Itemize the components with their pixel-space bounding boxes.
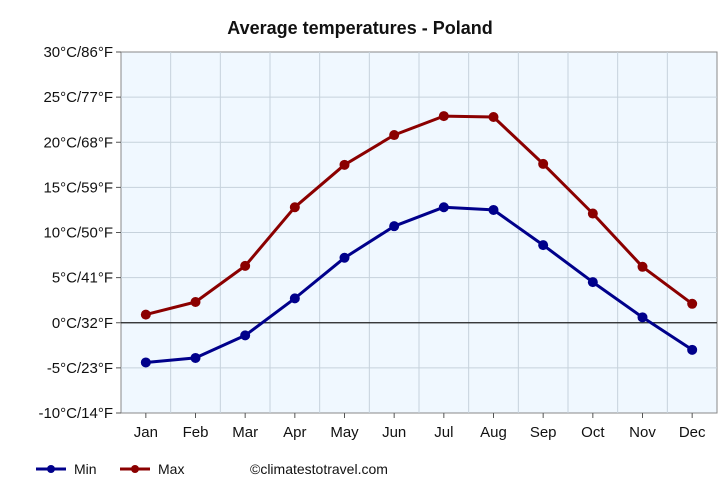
x-tick-label: Apr — [283, 424, 306, 441]
legend-marker-min — [47, 465, 55, 473]
chart-title: Average temperatures - Poland — [227, 18, 492, 38]
y-tick-label: 0°C/32°F — [52, 315, 113, 332]
legend: Min Max ©climatestotravel.com — [36, 461, 388, 477]
point-min-jun — [389, 221, 400, 232]
y-tick-label: 5°C/41°F — [52, 270, 113, 287]
credit-text: ©climatestotravel.com — [250, 461, 388, 477]
x-axis: Jan Feb Mar Apr May Jun Jul Aug Sep Oct Nov Dec — [134, 413, 706, 441]
point-min-mar — [240, 330, 251, 341]
legend-label-max: Max — [158, 461, 184, 477]
legend-label-min: Min — [74, 461, 97, 477]
point-max-aug — [488, 111, 499, 122]
y-tick-label: 10°C/50°F — [43, 225, 113, 242]
x-tick-label: Mar — [232, 424, 258, 441]
point-max-jul — [438, 111, 449, 122]
y-tick-label: 25°C/77°F — [43, 89, 113, 106]
series-line-min — [144, 205, 694, 364]
y-tick-label: 30°C/86°F — [43, 44, 113, 61]
y-tick-label: 15°C/59°F — [43, 179, 113, 196]
point-max-jun — [389, 130, 400, 141]
point-max-sep — [538, 158, 549, 169]
point-min-sep — [538, 240, 549, 251]
point-min-nov — [637, 312, 648, 323]
y-tick-label: -5°C/23°F — [47, 360, 113, 377]
x-tick-label: Jan — [134, 424, 158, 441]
point-max-oct — [587, 208, 598, 219]
point-min-may — [339, 252, 350, 263]
legend-marker-max — [131, 465, 139, 473]
point-min-dec — [687, 344, 698, 355]
x-tick-label: Nov — [629, 424, 656, 441]
series-line-max — [144, 114, 694, 317]
x-tick-label: Feb — [183, 424, 209, 441]
x-tick-label: Dec — [679, 424, 706, 441]
point-max-apr — [289, 202, 300, 213]
x-tick-label: Oct — [581, 424, 605, 441]
y-axis: -10°C/14°F -5°C/23°F 0°C/32°F 5°C/41°F 10°C/… — [38, 44, 121, 422]
point-max-feb — [190, 296, 201, 307]
point-min-jan — [140, 357, 151, 368]
x-tick-label: Jul — [434, 424, 453, 441]
y-tick-label: 20°C/68°F — [43, 134, 113, 151]
x-tick-label: Jun — [382, 424, 406, 441]
point-min-jul — [438, 202, 449, 213]
point-min-feb — [190, 352, 201, 363]
point-min-apr — [289, 293, 300, 304]
point-max-dec — [687, 298, 698, 309]
y-tick-label: -10°C/14°F — [38, 405, 113, 422]
point-max-jan — [140, 309, 151, 320]
x-tick-label: May — [330, 424, 359, 441]
point-max-mar — [240, 260, 251, 271]
x-tick-label: Sep — [530, 424, 557, 441]
point-min-aug — [488, 204, 499, 215]
x-tick-label: Aug — [480, 424, 507, 441]
point-max-may — [339, 159, 350, 170]
point-max-nov — [637, 261, 648, 272]
point-min-oct — [587, 277, 598, 288]
series-group — [140, 111, 698, 368]
